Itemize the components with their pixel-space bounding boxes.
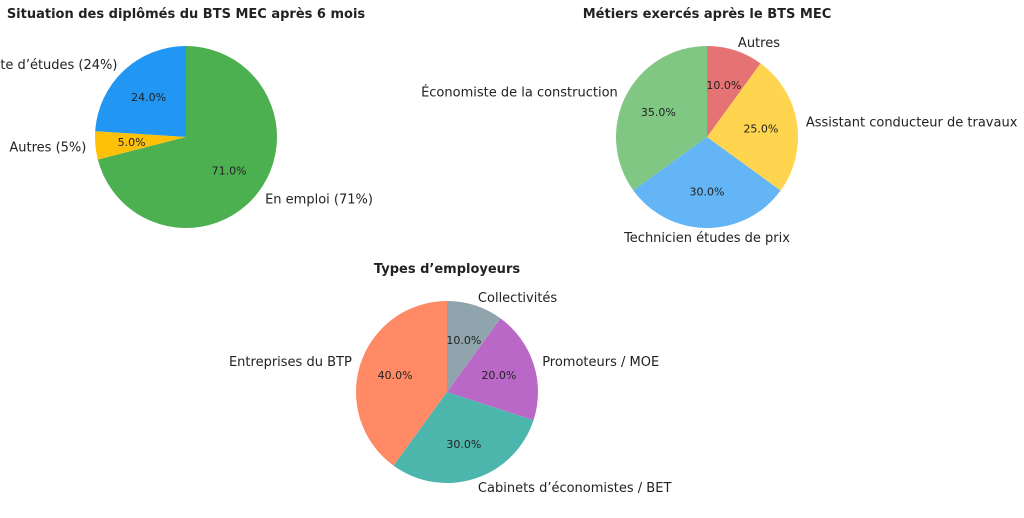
pie-slice-cabinets-d-economistes-bet [393,392,534,483]
slice-category-label: Économiste de la construction [421,85,618,101]
chart-title: Situation des diplômés du BTS MEC après … [7,7,366,22]
slice-percent-label: 35.0% [641,106,676,119]
pie-slice-technicien-etudes-de-prix [633,137,781,229]
pie-chart-employeurs: 40.0% Entreprises du BTP 30.0% Cabinets d’é… [229,262,671,496]
pie-slice-promoteurs-moe [447,318,538,421]
slice-category-label: Poursuite d’études (24%) [0,58,117,73]
pie-slice-poursuite-d-etudes-24 [95,46,186,137]
pie-slice-en-emploi-71 [97,46,277,229]
slice-category-label: Promoteurs / MOE [542,355,659,370]
slice-category-label: En emploi (71%) [265,192,373,207]
slice-percent-label: 40.0% [378,369,413,382]
slice-percent-label: 24.0% [131,91,166,104]
chart-title: Types d’employeurs [374,262,520,277]
pie-slice-autres [707,46,761,137]
slice-percent-label: 20.0% [481,369,516,382]
slice-percent-label: 5.0% [118,136,146,149]
slice-category-label: Collectivités [478,291,558,306]
chart-title: Métiers exercés après le BTS MEC [583,7,832,22]
slice-category-label: Cabinets d’économistes / BET [478,481,672,496]
pie-slice-entreprises-du-btp [356,301,447,466]
pie-slice-autres-5 [95,131,186,160]
pie-slice-economiste-de-la-construction [616,46,707,191]
slice-percent-label: 10.0% [446,334,481,347]
slice-percent-label: 71.0% [212,164,247,177]
slice-category-label: Technicien études de prix [623,231,790,246]
slice-category-label: Assistant conducteur de travaux [806,115,1018,130]
slice-percent-label: 25.0% [743,122,778,135]
slice-category-label: Autres (5%) [9,140,86,155]
slice-percent-label: 10.0% [706,79,741,92]
slice-category-label: Entreprises du BTP [229,355,352,370]
slice-percent-label: 30.0% [446,438,481,451]
pie-chart-metiers: 35.0% Économiste de la construction 30.0% T… [421,7,1018,246]
pie-chart-situation: 24.0% Poursuite d’études (24%) 5.0% Autres … [0,7,373,229]
pie-slice-assistant-conducteur-de-travaux [707,63,799,191]
pie-slice-collectivites [447,301,501,392]
slice-percent-label: 30.0% [690,186,725,199]
slice-category-label: Autres [738,36,780,51]
